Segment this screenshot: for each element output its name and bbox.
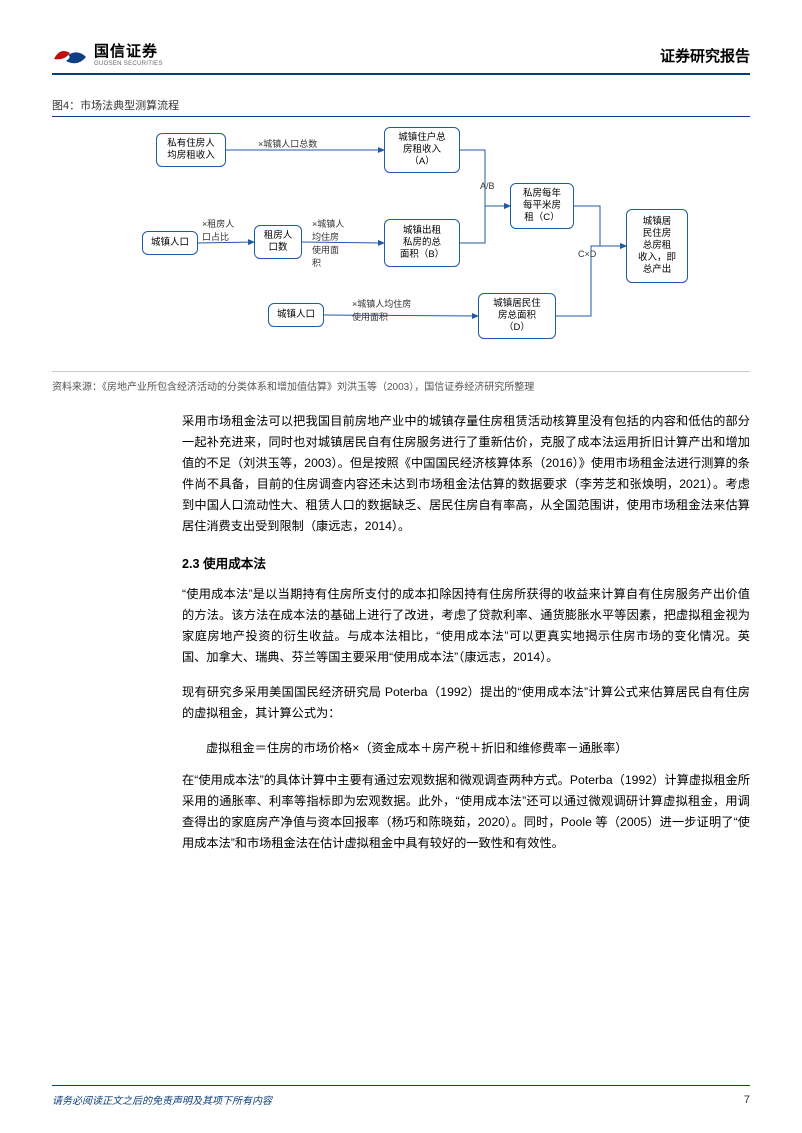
flowchart-node: 私房每年 每平米房 租（C） [510,183,574,229]
footer: 请务必阅读正文之后的免责声明及其项下所有内容 7 [52,1085,750,1108]
figure-source-rule [52,371,750,372]
paragraph-1: 采用市场租金法可以把我国目前房地产业中的城镇存量住房租赁活动核算里没有包括的内容… [52,411,750,537]
figure-caption-rule [52,116,750,117]
paragraph-2: “使用成本法”是以当期持有住房所支付的成本扣除因持有住房所获得的收益来计算自有住… [52,584,750,668]
page: 国信证券 GUOSEN SECURITIES 证券研究报告 图4：市场法典型测算… [0,0,802,1133]
flowchart-edge-label: A/B [480,181,495,191]
flowchart-edge-label: ×城镇人 均住房 使用面 积 [312,217,344,269]
company-logo-icon [52,45,88,67]
flowchart-edge-label: ×租房人 口占比 [202,217,234,243]
header-rule [52,73,750,75]
logo-block: 国信证券 GUOSEN SECURITIES [52,44,163,67]
flowchart-node: 私有住房人 均房租收入 [156,133,226,167]
figure-source: 资料来源：《房地产业所包含经济活动的分类体系和增加值估算》刘洪玉等（2003），… [52,378,750,393]
paragraph-4: 在“使用成本法”的具体计算中主要有通过宏观数据和微观调查两种方式。Poterba… [52,770,750,854]
section-heading: 2.3 使用成本法 [52,553,750,572]
flowchart-node: 城镇居民住 房总面积 （D） [478,293,556,339]
logo-cn: 国信证券 [94,44,163,59]
figure-caption: 图4：市场法典型测算流程 [52,97,750,113]
report-title: 证券研究报告 [660,45,750,66]
formula: 虚拟租金＝住房的市场价格×（资金成本＋房产税＋折旧和维修费率－通胀率） [52,738,750,756]
logo-text: 国信证券 GUOSEN SECURITIES [94,44,163,67]
header: 国信证券 GUOSEN SECURITIES 证券研究报告 [52,44,750,67]
flowchart-canvas: 私有住房人 均房租收入城镇人口租房人 口数城镇人口城镇住户总 房租收入 （A）城… [142,127,702,367]
footer-disclaimer: 请务必阅读正文之后的免责声明及其项下所有内容 [52,1092,272,1107]
flowchart-node: 城镇人口 [142,231,198,255]
paragraph-3: 现有研究多采用美国国民经济研究局 Poterba（1992）提出的“使用成本法”… [52,682,750,724]
flowchart-edge-label: ×城镇人口总数 [258,137,317,150]
footer-rule [52,1085,750,1087]
flowchart-node: 城镇出租 私房的总 面积（B） [384,219,460,267]
footer-row: 请务必阅读正文之后的免责声明及其项下所有内容 7 [52,1092,750,1107]
flowchart-edge-label: C×D [578,249,596,259]
flowchart-edge-label: ×城镇人均住房 使用面积 [352,297,411,323]
flowchart-node: 城镇住户总 房租收入 （A） [384,127,460,173]
logo-en: GUOSEN SECURITIES [94,61,163,67]
figure-flowchart: 私有住房人 均房租收入城镇人口租房人 口数城镇人口城镇住户总 房租收入 （A）城… [52,127,750,367]
flowchart-node: 城镇居 民住房 总房租 收入，即 总产出 [626,209,688,283]
flowchart-node: 租房人 口数 [254,225,302,259]
footer-page-number: 7 [744,1094,750,1106]
flowchart-node: 城镇人口 [268,303,324,327]
